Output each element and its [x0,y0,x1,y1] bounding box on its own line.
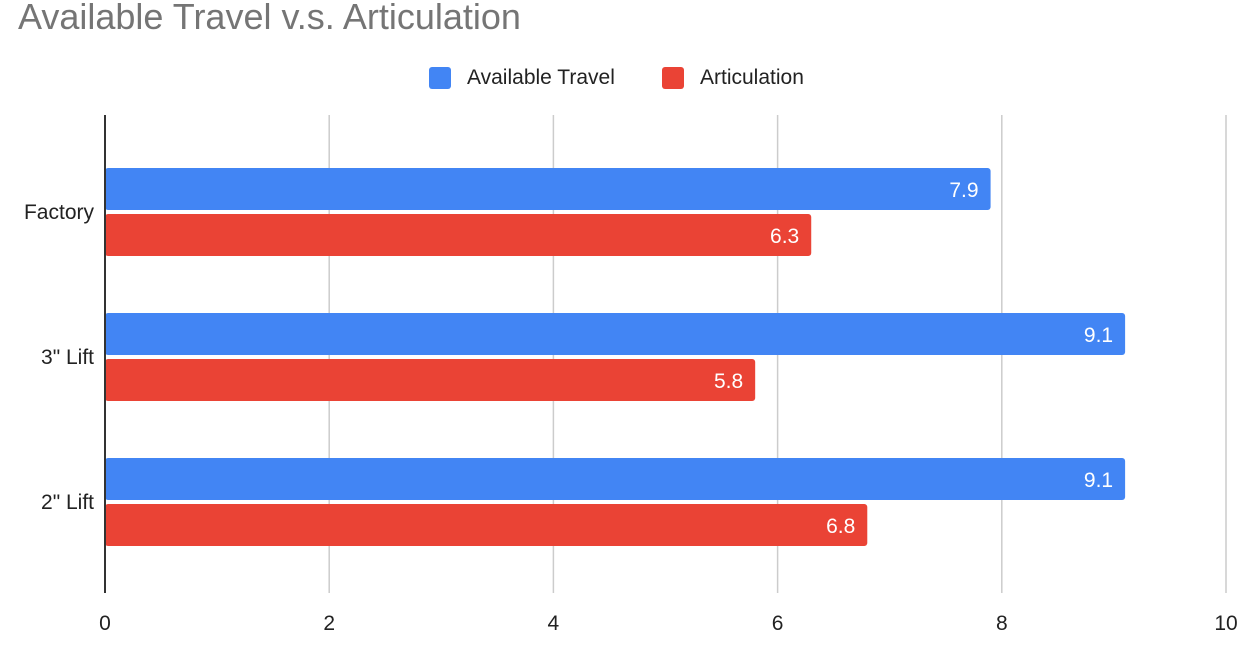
bar-available-travel-2[interactable] [105,458,1126,500]
data-label: 7.9 [949,179,978,202]
bar-articulation-2[interactable] [105,504,868,546]
y-category-label: 3" Lift [41,346,94,369]
legend-label-available-travel: Available Travel [467,66,615,89]
bar-articulation-0[interactable] [105,214,812,256]
bar-available-travel-0[interactable] [105,168,991,210]
legend-swatch-available-travel [429,67,451,89]
data-label: 6.8 [826,515,855,538]
x-tick-label: 6 [772,612,784,635]
data-label: 9.1 [1084,469,1113,492]
y-category-label: Factory [24,201,95,224]
x-tick-label: 10 [1214,612,1237,635]
x-tick-label: 0 [99,612,111,635]
legend: Available Travel Articulation [0,63,1252,93]
legend-item-available-travel[interactable]: Available Travel [429,63,615,93]
bars [105,168,1126,546]
x-tick-label: 2 [323,612,335,635]
bar-available-travel-1[interactable] [105,313,1126,355]
legend-label-articulation: Articulation [700,66,804,89]
data-label: 5.8 [714,370,743,393]
bar-articulation-1[interactable] [105,359,756,401]
legend-swatch-articulation [662,67,684,89]
x-tick-label: 8 [996,612,1008,635]
data-label: 9.1 [1084,324,1113,347]
y-category-label: 2" Lift [41,491,94,514]
chart-title: Available Travel v.s. Articulation [18,0,521,37]
x-tick-label: 4 [548,612,560,635]
labels: 0 2 4 6 8 10 Factory 7.9 6.3 3" Lift 9.1 5.8 2" Lift… [24,179,1238,635]
legend-item-articulation[interactable]: Articulation [662,63,804,93]
data-label: 6.3 [770,225,799,248]
